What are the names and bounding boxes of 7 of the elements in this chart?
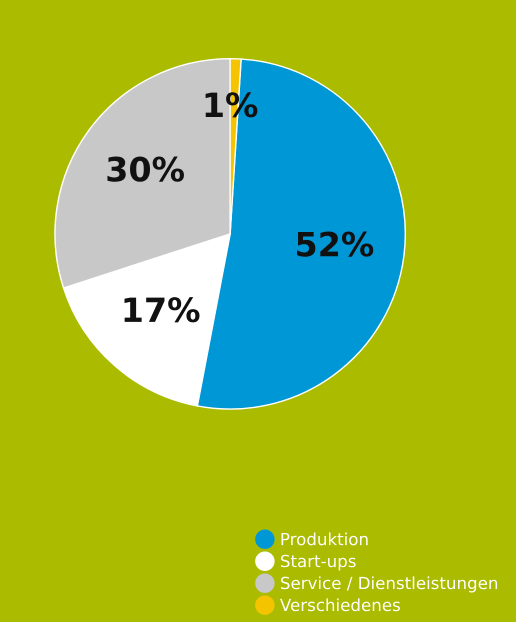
- data-label: 52%: [297, 232, 374, 257]
- legend-label: Service / Dienstleistungen: [281, 576, 498, 592]
- legend-label: Verschiedenes: [280, 598, 400, 612]
- data-label: 30%: [107, 156, 184, 182]
- legend-label: Start-ups: [281, 554, 356, 571]
- legend-label: Produktion: [282, 532, 368, 546]
- data-label: 17%: [124, 297, 200, 322]
